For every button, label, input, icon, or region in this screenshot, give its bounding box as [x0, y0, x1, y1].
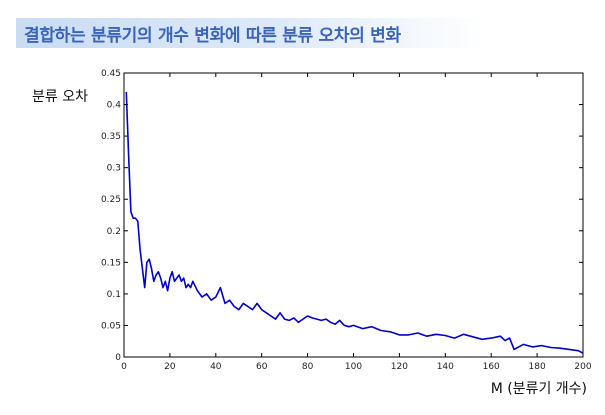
- y-tick-label: 0.05: [101, 321, 121, 331]
- y-tick-label: 0.15: [101, 258, 121, 268]
- plot-frame: [123, 72, 584, 358]
- x-tick-label: 40: [210, 362, 222, 372]
- x-tick-label: 140: [437, 362, 454, 372]
- error-series-line: [125, 91, 584, 354]
- x-tick-label: 60: [256, 362, 268, 372]
- y-tick-label: 0.4: [107, 101, 122, 111]
- y-axis-label: 분류 오차: [32, 89, 88, 105]
- x-tick-label: 120: [391, 362, 408, 372]
- y-tick-label: 0.35: [101, 132, 121, 142]
- x-tick-label: 160: [483, 362, 500, 372]
- y-tick-label: 0.45: [101, 69, 121, 79]
- title-banner: [16, 18, 484, 48]
- x-tick-label: 20: [164, 362, 176, 372]
- x-tick-label: 180: [529, 362, 546, 372]
- y-tick-label: 0.1: [107, 290, 121, 300]
- page-title: 결합하는 분류기의 개수 변화에 따른 분류 오차의 변화: [24, 26, 401, 46]
- y-tick-label: 0.25: [101, 195, 121, 205]
- x-axis-label: M (분류기 개수): [490, 381, 587, 397]
- y-tick-label: 0: [115, 353, 121, 363]
- x-tick-label: 80: [302, 362, 314, 372]
- x-tick-label: 0: [121, 362, 127, 372]
- y-tick-label: 0.3: [107, 164, 121, 174]
- x-tick-label: 200: [574, 362, 591, 372]
- x-tick-label: 100: [345, 362, 362, 372]
- y-tick-label: 0.2: [107, 227, 121, 237]
